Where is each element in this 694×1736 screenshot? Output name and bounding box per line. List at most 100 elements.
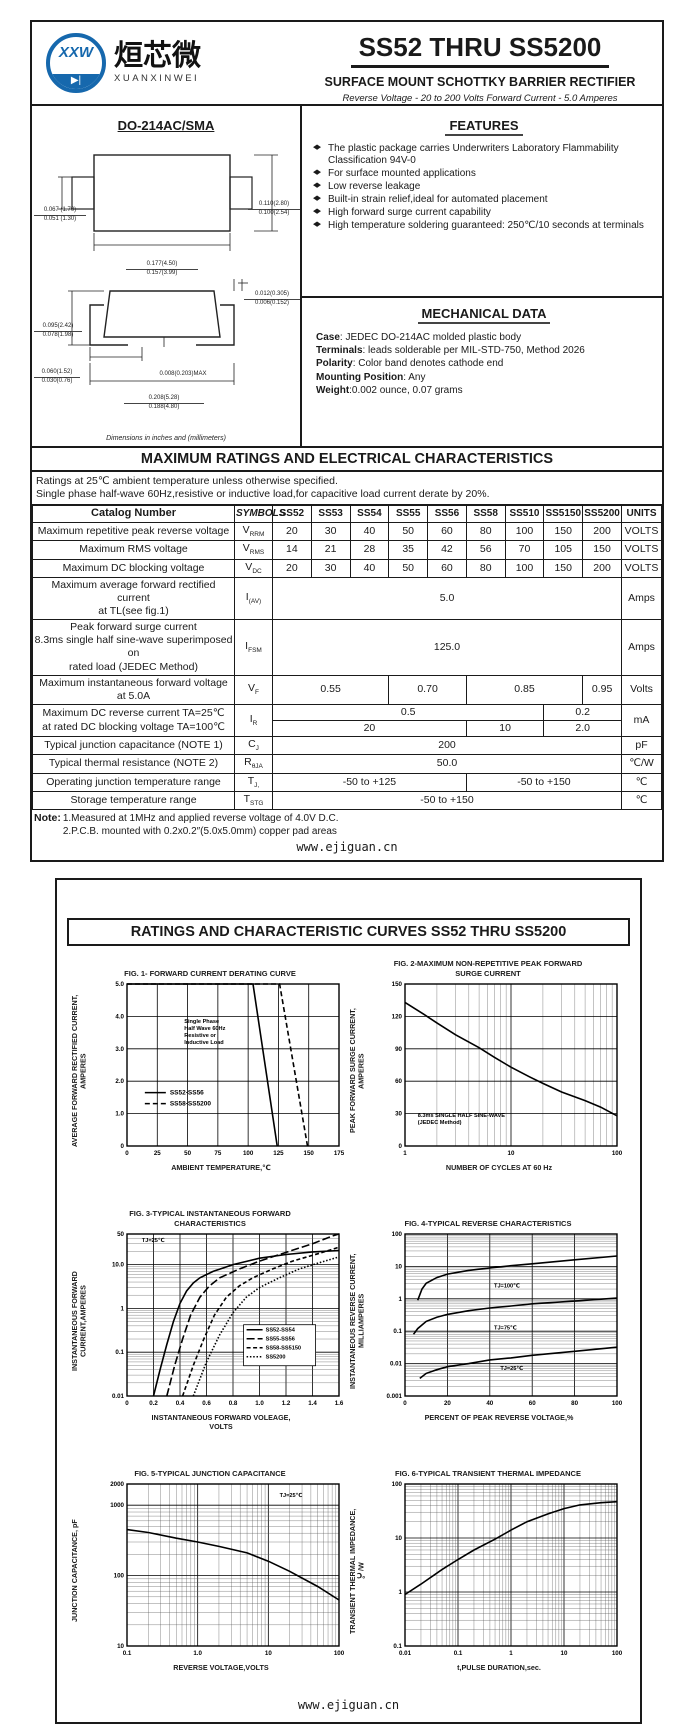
table-header-cell: SS510 bbox=[504, 505, 545, 524]
svg-text:100: 100 bbox=[243, 1150, 254, 1157]
mechanical-row: Terminals: leads solderable per MIL-STD-… bbox=[316, 345, 585, 357]
table-row: Maximum instantaneous forward voltage at… bbox=[32, 674, 662, 705]
figure-title-line: FIG. 6-TYPICAL TRANSIENT THERMAL IMPEDAN… bbox=[395, 1468, 581, 1478]
table-cell: 60 bbox=[427, 558, 467, 578]
figure-x-label-line: t,PULSE DURATION,sec. bbox=[457, 1663, 541, 1672]
figure-body: INSTANTANEOUS FORWARD CURRENT,AMPERES 0 0.2… bbox=[70, 1228, 349, 1414]
table-cell: 5.0 bbox=[272, 576, 622, 621]
row-symbol: TJ, bbox=[234, 772, 273, 792]
logo-text: 烜芯微 XUANXINWEI bbox=[114, 42, 201, 85]
table-header-cell: SS58 bbox=[465, 505, 506, 524]
table-row: 20 10 2.0 bbox=[33, 719, 662, 738]
table-header-cell: SS56 bbox=[427, 505, 467, 524]
dimension-value: 0.051 (1.30) bbox=[43, 215, 77, 222]
table-row: Storage temperature range TSTG -50 to +150… bbox=[32, 790, 662, 811]
feature-text: For surface mounted applications bbox=[328, 168, 476, 180]
figure-title: FIG. 2-MAXIMUM NON-REPETITIVE PEAK FORWA… bbox=[349, 958, 627, 978]
row-label: Maximum DC blocking voltage bbox=[32, 558, 235, 578]
row-symbol: IFSM bbox=[234, 619, 273, 676]
bullet-icon: ◆ bbox=[313, 144, 322, 152]
logo-mark-icon: XXW ▶| bbox=[46, 33, 106, 94]
figure-3: FIG. 3-TYPICAL INSTANTANEOUS FORWARD CHAR… bbox=[70, 1208, 349, 1454]
svg-text:SS52-SS54: SS52-SS54 bbox=[266, 1328, 296, 1334]
feature-item: ◆ High temperature soldering guaranteed: … bbox=[313, 220, 652, 232]
mechanical-key: Terminals bbox=[316, 345, 363, 357]
table-cell: 42 bbox=[427, 540, 467, 560]
row-unit: ℃ bbox=[621, 772, 662, 792]
dimension-value: 0.006(0.152) bbox=[254, 299, 290, 306]
row-symbol: VRMS bbox=[234, 540, 273, 560]
content-row: DO-214AC/SMA 0.067 (1.70) 0.051 (1.30) 0.1… bbox=[32, 106, 662, 447]
note-lines: 1.Measured at 1MHz and applied reverse v… bbox=[61, 812, 339, 838]
table-cell: 80 bbox=[465, 558, 506, 578]
svg-text:2.0: 2.0 bbox=[115, 1078, 124, 1085]
svg-text:0.1: 0.1 bbox=[393, 1643, 402, 1650]
dimension-value: 0.095(2.42) bbox=[34, 323, 82, 332]
dimension-value: 0.188(4.80) bbox=[148, 403, 180, 410]
feature-text: The plastic package carries Underwriters… bbox=[328, 143, 619, 167]
table-cell: 30 bbox=[310, 558, 351, 578]
figure-x-label: REVERSE VOLTAGE,VOLTS bbox=[93, 1663, 349, 1673]
row-label: Maximum instantaneous forward voltage at… bbox=[32, 674, 235, 705]
svg-text:25: 25 bbox=[154, 1150, 161, 1157]
dimension-value: 0.012(0.305) bbox=[244, 291, 300, 300]
table-cell: 0.70 bbox=[388, 674, 467, 705]
svg-text:10: 10 bbox=[265, 1650, 272, 1657]
tagline: Reverse Voltage - 20 to 200 Volts Forwar… bbox=[342, 93, 618, 104]
bullet-icon: ◆ bbox=[313, 208, 322, 216]
table-header-cell: SS53 bbox=[310, 505, 351, 524]
row-symbol: VRRM bbox=[234, 522, 273, 542]
svg-text:4.0: 4.0 bbox=[115, 1013, 124, 1020]
table-cell: 10 bbox=[465, 719, 545, 738]
figures-grid: FIG. 1- FORWARD CURRENT DERATING CURVE AV… bbox=[57, 952, 640, 1708]
svg-text:40: 40 bbox=[486, 1400, 493, 1407]
mechanical-heading: MECHANICAL DATA bbox=[316, 306, 652, 325]
svg-text:100: 100 bbox=[612, 1650, 623, 1657]
svg-text:120: 120 bbox=[392, 1013, 403, 1020]
table-row: Operating junction temperature range TJ, -… bbox=[32, 772, 662, 792]
svg-text:80: 80 bbox=[571, 1400, 578, 1407]
feature-text: High forward surge current capability bbox=[328, 207, 491, 219]
svg-text:50: 50 bbox=[184, 1150, 191, 1157]
figure-x-label: INSTANTANEOUS FORWARD VOLEAGE, VOLTS bbox=[93, 1413, 349, 1431]
figure-body: TRANSIENT THERMAL IMPEDANCE, ℃/W 0.01 0.1 1 1… bbox=[348, 1478, 627, 1664]
table-cell: 50.0 bbox=[272, 754, 622, 774]
dimension-label: 0.067 (1.70) 0.051 (1.30) bbox=[34, 207, 86, 223]
row-symbol: TSTG bbox=[234, 790, 273, 811]
svg-text:1: 1 bbox=[121, 1305, 125, 1312]
svg-text:100: 100 bbox=[392, 1481, 403, 1488]
svg-text:Resistive or: Resistive or bbox=[184, 1033, 217, 1039]
table-row: Maximum RMS voltage VRMS 14 21 28 35 42 56 70 105… bbox=[32, 540, 662, 560]
svg-text:SS5200: SS5200 bbox=[266, 1355, 286, 1361]
curves-banner: RATINGS AND CHARACTERISTIC CURVES SS52 T… bbox=[67, 918, 630, 946]
table-cell: 20 bbox=[272, 522, 312, 542]
figure-x-label-line: NUMBER OF CYCLES AT 60 Hz bbox=[445, 1163, 553, 1172]
figure-2: FIG. 2-MAXIMUM NON-REPETITIVE PEAK FORWA… bbox=[348, 958, 627, 1204]
svg-text:75: 75 bbox=[214, 1150, 221, 1157]
table-cell: -50 to +150 bbox=[272, 790, 622, 811]
table-header-cell: Catalog Number bbox=[32, 505, 235, 524]
svg-text:0.2: 0.2 bbox=[149, 1400, 158, 1407]
svg-text:0.1: 0.1 bbox=[123, 1650, 132, 1657]
right-column: FEATURES ◆ The plastic package carries Un… bbox=[300, 106, 662, 447]
row-unit: pF bbox=[621, 736, 662, 756]
table-header-cell: SS5200 bbox=[582, 505, 622, 524]
svg-text:90: 90 bbox=[395, 1046, 402, 1053]
row-symbol: VF bbox=[234, 674, 273, 705]
svg-text:SS58-SS5200: SS58-SS5200 bbox=[170, 1101, 212, 1108]
feature-item: ◆ The plastic package carries Underwriter… bbox=[313, 143, 652, 167]
svg-text:0: 0 bbox=[125, 1400, 129, 1407]
dimension-label: 0.208(5.28) 0.188(4.80) bbox=[124, 395, 204, 411]
figure-title-line: CHARACTERISTICS bbox=[174, 1218, 246, 1228]
figure-x-label: AMBIENT TEMPERATURE,℃ bbox=[93, 1163, 349, 1173]
figure-x-label: PERCENT OF PEAK REVERSE VOLTAGE,% bbox=[371, 1413, 627, 1423]
table-header-cell: UNITS bbox=[621, 505, 662, 524]
svg-text:1.2: 1.2 bbox=[282, 1400, 291, 1407]
figure-6: FIG. 6-TYPICAL TRANSIENT THERMAL IMPEDAN… bbox=[348, 1458, 627, 1704]
mechanical-section: MECHANICAL DATA Case: JEDEC DO-214AC mol… bbox=[302, 298, 662, 397]
feature-text: High temperature soldering guaranteed: 2… bbox=[328, 220, 644, 232]
svg-text:SS52-SS56: SS52-SS56 bbox=[170, 1090, 204, 1097]
table-cell: 80 bbox=[465, 522, 506, 542]
